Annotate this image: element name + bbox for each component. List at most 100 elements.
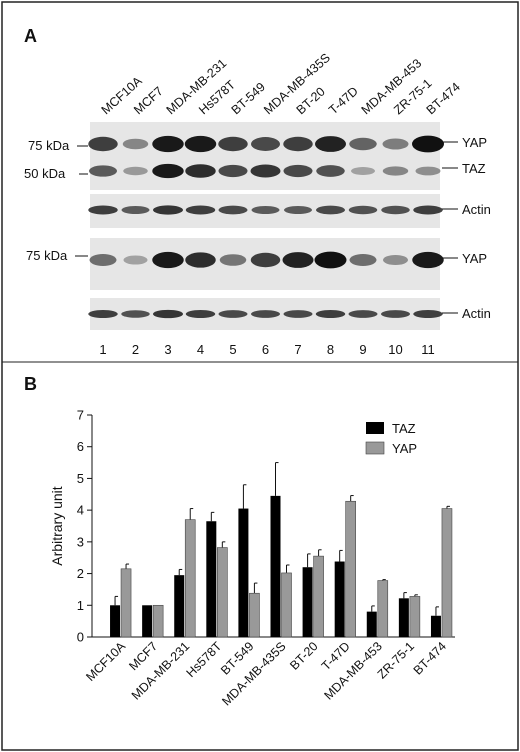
yap-band (349, 137, 377, 151)
bar-yap (249, 592, 260, 638)
lane-number: 9 (359, 342, 366, 357)
lane-number: 7 (294, 342, 301, 357)
lane-number: 2 (132, 342, 139, 357)
taz-band (283, 164, 313, 178)
yap-band (383, 254, 408, 266)
bar-yap (345, 500, 356, 638)
marker-75kda-blot2: 75 kDa (26, 248, 68, 263)
bar-yap (313, 555, 324, 638)
y-tick-label: 5 (77, 471, 84, 486)
blot-yap-taz-background (90, 122, 440, 190)
taz-band (351, 167, 375, 175)
legend-swatch-yap (365, 441, 385, 455)
actin-band (153, 309, 183, 319)
actin-band (121, 310, 150, 318)
bar-taz (174, 575, 185, 637)
taz-band (415, 166, 441, 176)
bar-yap (184, 519, 196, 638)
yap-band (152, 251, 184, 269)
taz-band-row (89, 163, 441, 179)
actin-band (283, 310, 313, 318)
bar-taz (270, 495, 281, 637)
bar-yap (120, 568, 132, 638)
yap-band (185, 252, 216, 268)
yap-band (251, 137, 280, 151)
actin-band (381, 205, 410, 215)
y-tick-label: 6 (77, 439, 84, 454)
bar-taz (142, 605, 153, 637)
yap-band (283, 136, 313, 152)
y-tick-label: 7 (77, 408, 84, 423)
taz-band (152, 163, 184, 179)
lane-numbers: 1 2 3 4 5 6 7 8 9 10 11 (99, 342, 434, 357)
actin-band (413, 205, 443, 215)
legend: TAZ YAP (365, 421, 417, 456)
y-axis-title: Arbitrary unit (49, 486, 65, 565)
yap-band (250, 252, 281, 268)
yap-band (89, 254, 117, 266)
blot-yap-taz (88, 122, 444, 190)
lane-number: 4 (197, 342, 204, 357)
taz-band (185, 164, 216, 178)
actin-band (316, 205, 345, 215)
panel-a-letter: A (24, 26, 37, 46)
marker-75kda-blot1: 75 kDa (28, 138, 70, 153)
actin-band (88, 205, 118, 215)
bar-yap (217, 547, 228, 638)
y-tick-label: 0 (77, 630, 84, 645)
bar-yap (377, 580, 389, 638)
legend-swatch-taz (366, 422, 384, 434)
taz-label-blot1: TAZ (462, 161, 486, 176)
yap-band (412, 251, 444, 269)
y-tick-label: 3 (77, 534, 84, 549)
lane-number: 6 (262, 342, 269, 357)
lane-number: 5 (229, 342, 236, 357)
yap-band (184, 135, 217, 153)
bar-taz (206, 521, 217, 637)
bar-taz (366, 611, 377, 637)
actin-band (413, 309, 443, 319)
lane-number: 1 (99, 342, 106, 357)
actin-band (284, 205, 312, 215)
taz-band (250, 164, 281, 178)
taz-band (89, 165, 117, 177)
actin-band (218, 310, 248, 318)
bar-taz (334, 561, 345, 637)
lane-number: 8 (327, 342, 334, 357)
panel-b-letter: B (24, 374, 37, 394)
blot-yap (89, 238, 444, 290)
actin-band (121, 205, 150, 215)
bar-yap (409, 596, 421, 638)
yap-band (152, 135, 184, 153)
bar-yap (441, 508, 453, 638)
actin-band (251, 205, 280, 215)
y-tick-label: 4 (77, 503, 84, 518)
y-axis: 0 1 2 3 4 5 6 7 (77, 408, 455, 645)
taz-band (316, 165, 345, 177)
actin-band (185, 205, 216, 215)
yap-band-row (88, 135, 444, 153)
actin-band (185, 309, 216, 319)
bar-taz (238, 508, 249, 637)
yap-band (349, 254, 377, 266)
yap-band (315, 136, 346, 152)
yap-band (219, 254, 247, 266)
bar-taz (398, 598, 409, 637)
taz-band (218, 164, 248, 178)
yap-band (382, 138, 409, 150)
actin-label-1: Actin (462, 202, 491, 217)
y-tick-label: 2 (77, 566, 84, 581)
actin-band (348, 205, 378, 215)
actin-band (251, 310, 280, 318)
blot-actin-1 (88, 194, 443, 228)
yap-band (282, 252, 314, 268)
actin-band (315, 309, 346, 319)
yap-label-blot2: YAP (462, 251, 487, 266)
actin-label-2: Actin (462, 306, 491, 321)
actin-band (218, 205, 248, 215)
bar-taz (430, 615, 441, 637)
yap-band (314, 251, 347, 269)
legend-label-yap: YAP (392, 441, 417, 456)
lane-number: 3 (164, 342, 171, 357)
